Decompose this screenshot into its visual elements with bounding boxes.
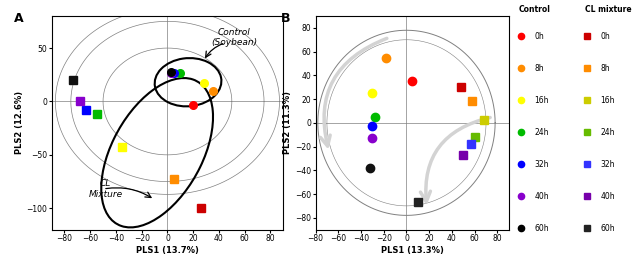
Text: CL
Mixture: CL Mixture bbox=[89, 179, 122, 199]
X-axis label: PLS1 (13.7%): PLS1 (13.7%) bbox=[136, 246, 199, 254]
Text: 24h: 24h bbox=[535, 128, 549, 137]
Text: A: A bbox=[14, 12, 24, 25]
Text: 0h: 0h bbox=[535, 32, 544, 41]
Text: 0h: 0h bbox=[600, 32, 610, 41]
Text: 16h: 16h bbox=[535, 96, 549, 105]
Text: Control: Control bbox=[518, 5, 551, 14]
Text: 32h: 32h bbox=[600, 160, 615, 169]
Text: 16h: 16h bbox=[600, 96, 615, 105]
Y-axis label: PLS2 (12.6%): PLS2 (12.6%) bbox=[15, 91, 24, 154]
Text: 60h: 60h bbox=[535, 224, 549, 233]
X-axis label: PLS1 (13.3%): PLS1 (13.3%) bbox=[381, 246, 444, 254]
Text: CL mixture: CL mixture bbox=[585, 5, 631, 14]
Text: B: B bbox=[281, 12, 290, 25]
Text: 24h: 24h bbox=[600, 128, 615, 137]
Text: 8h: 8h bbox=[535, 64, 544, 73]
Y-axis label: PLS2 (11.3%): PLS2 (11.3%) bbox=[283, 91, 292, 154]
Text: 60h: 60h bbox=[600, 224, 615, 233]
Text: 40h: 40h bbox=[535, 192, 549, 201]
Text: 40h: 40h bbox=[600, 192, 615, 201]
Text: Control
(Soybean): Control (Soybean) bbox=[211, 28, 258, 47]
Text: 32h: 32h bbox=[535, 160, 549, 169]
Text: 8h: 8h bbox=[600, 64, 610, 73]
